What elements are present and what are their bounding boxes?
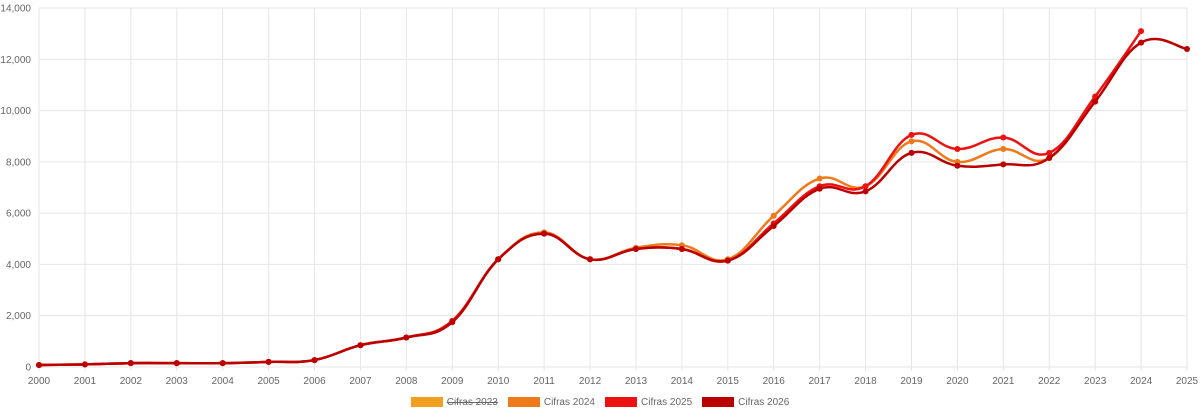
data-point[interactable] [908, 149, 915, 156]
data-point[interactable] [678, 246, 685, 253]
data-point[interactable] [265, 358, 272, 365]
data-point[interactable] [1000, 134, 1007, 141]
data-point[interactable] [1046, 149, 1053, 156]
x-tick-label: 2000 [28, 376, 51, 387]
data-point[interactable] [495, 256, 502, 263]
x-tick-label: 2019 [900, 376, 923, 387]
data-point[interactable] [403, 334, 410, 341]
data-point[interactable] [1138, 39, 1145, 46]
y-tick-label: 8,000 [6, 157, 31, 168]
x-tick-label: 2024 [1130, 376, 1153, 387]
x-tick-label: 2006 [303, 376, 326, 387]
legend-label: Cifras 2023 [446, 396, 498, 408]
data-point[interactable] [862, 183, 869, 190]
data-point[interactable] [816, 175, 823, 182]
y-tick-label: 10,000 [0, 106, 31, 117]
x-tick-label: 2001 [74, 376, 97, 387]
data-point[interactable] [173, 360, 180, 367]
x-tick-label: 2017 [809, 376, 832, 387]
gridlines [38, 7, 1188, 371]
x-tick-label: 2002 [120, 376, 143, 387]
data-point[interactable] [954, 146, 961, 153]
x-tick-label: 2008 [395, 376, 418, 387]
legend-item[interactable]: Cifras 2026 [702, 397, 789, 408]
x-tick-label: 2023 [1084, 376, 1107, 387]
legend-item[interactable]: Cifras 2025 [605, 397, 692, 408]
x-tick-label: 2009 [441, 376, 464, 387]
data-point[interactable] [1184, 46, 1190, 53]
x-tick-label: 2021 [992, 376, 1015, 387]
legend-label: Cifras 2025 [641, 396, 693, 408]
data-point[interactable] [81, 361, 88, 368]
x-tick-label: 2013 [625, 376, 648, 387]
data-point[interactable] [1046, 155, 1053, 162]
series-cifras-2024 [36, 94, 1099, 368]
series-lines [36, 28, 1190, 368]
x-tick-label: 2005 [257, 376, 280, 387]
x-tick-label: 2016 [763, 376, 786, 387]
data-point[interactable] [357, 342, 364, 349]
data-point[interactable] [219, 360, 226, 367]
x-tick-label: 2018 [854, 376, 877, 387]
data-point[interactable] [908, 138, 915, 145]
data-point[interactable] [127, 360, 134, 367]
legend-label: Cifras 2026 [738, 396, 790, 408]
legend-swatch [410, 397, 443, 407]
data-point[interactable] [724, 257, 731, 264]
legend-item[interactable]: Cifras 2023 [410, 396, 498, 408]
data-point[interactable] [541, 230, 548, 237]
data-point[interactable] [862, 188, 869, 195]
data-point[interactable] [1000, 146, 1007, 153]
data-point[interactable] [1000, 161, 1007, 168]
y-tick-label: 2,000 [6, 311, 31, 322]
x-tick-label: 2015 [717, 376, 740, 387]
legend-swatch [702, 397, 735, 407]
x-tick-label: 2011 [533, 376, 555, 387]
y-tick-label: 12,000 [0, 55, 31, 66]
y-tick-label: 14,000 [0, 4, 31, 15]
data-point[interactable] [36, 361, 42, 368]
x-tick-label: 2012 [579, 376, 602, 387]
x-tick-label: 2020 [946, 376, 969, 387]
data-point[interactable] [632, 246, 639, 253]
y-tick-label: 0 [25, 363, 31, 374]
series-line [38, 96, 1097, 367]
data-point[interactable] [587, 256, 594, 263]
data-point[interactable] [449, 319, 456, 326]
data-point[interactable] [816, 185, 823, 192]
legend-swatch [507, 397, 540, 407]
x-tick-label: 2010 [487, 376, 510, 387]
data-point[interactable] [954, 162, 961, 169]
chart-legend: Cifras 2023 Cifras 2024 Cifras 2025 Cifras … [0, 393, 1200, 411]
x-tick-label: 2014 [671, 376, 694, 387]
x-tick-label: 2025 [1176, 376, 1199, 387]
legend-item[interactable]: Cifras 2024 [507, 396, 595, 408]
y-tick-label: 6,000 [6, 209, 31, 220]
legend-swatch [605, 397, 637, 407]
data-point[interactable] [770, 212, 777, 219]
y-tick-label: 4,000 [6, 260, 31, 271]
x-tick-label: 2007 [349, 376, 372, 387]
data-point[interactable] [1138, 28, 1145, 35]
x-tick-label: 2004 [212, 376, 235, 387]
axis-tick-labels: 0 2,000 4,000 6,000 8,000 10,000 12,000 14,000 2… [0, 4, 1198, 388]
legend-label: Cifras 2024 [543, 396, 595, 408]
data-point[interactable] [311, 357, 318, 364]
x-tick-label: 2022 [1038, 376, 1061, 387]
data-point[interactable] [908, 131, 915, 138]
data-point[interactable] [1092, 98, 1099, 105]
series-cifras-2026 [36, 37, 1190, 368]
data-point[interactable] [770, 222, 777, 229]
x-tick-label: 2003 [166, 376, 189, 387]
